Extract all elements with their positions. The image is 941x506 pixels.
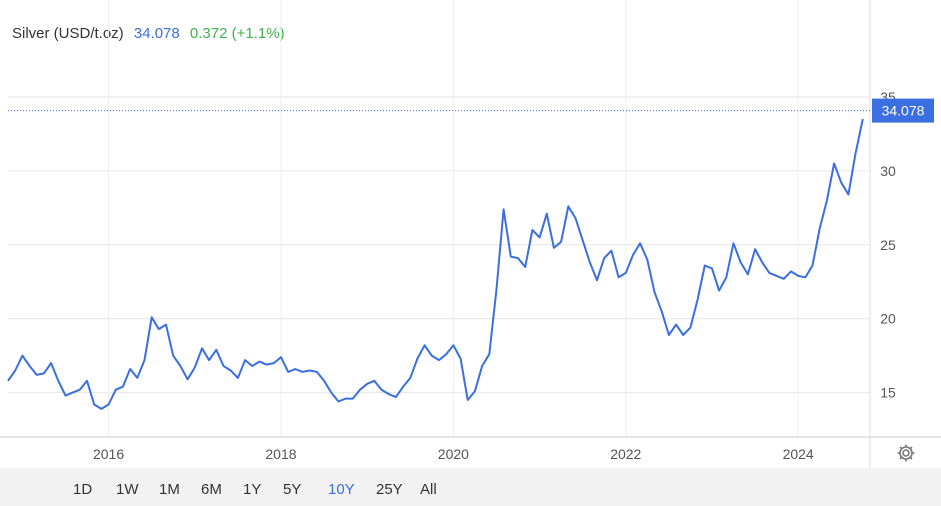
range-selector-bar xyxy=(0,468,941,506)
y-tick-label: 25 xyxy=(880,237,896,253)
current-price-tag-label: 34.078 xyxy=(882,103,925,119)
range-button-1d[interactable]: 1D xyxy=(73,481,93,498)
price-tag-layer: 34.078 xyxy=(8,98,934,123)
chart-header: Silver (USD/t.oz) 34.078 0.372 (+1.1%) xyxy=(12,25,291,42)
x-tick-label: 2020 xyxy=(438,446,469,462)
y-tick-label: 30 xyxy=(880,163,896,179)
current-price-tag xyxy=(872,98,934,123)
series-layer xyxy=(7,118,864,410)
range-button-6m[interactable]: 6M xyxy=(201,481,222,498)
x-axis: 2016 2018 2020 2022 2024 xyxy=(93,446,814,462)
range-button-1w[interactable]: 1W xyxy=(116,481,139,498)
chart-grid xyxy=(0,0,941,468)
x-tick-label: 2022 xyxy=(610,446,641,462)
range-button-1y[interactable]: 1Y xyxy=(243,481,262,498)
range-button-1m[interactable]: 1M xyxy=(159,481,180,498)
gear-icon[interactable] xyxy=(896,443,916,468)
range-button-all[interactable]: All xyxy=(420,481,437,498)
x-tick-label: 2018 xyxy=(265,446,296,462)
x-tick-label: 2016 xyxy=(93,446,124,462)
instrument-title: Silver (USD/t.oz) xyxy=(12,25,124,42)
y-tick-label: 15 xyxy=(880,385,896,401)
range-button-5y[interactable]: 5Y xyxy=(283,481,302,498)
x-tick-label: 2024 xyxy=(783,446,814,462)
series-line xyxy=(7,118,864,410)
range-button-25y[interactable]: 25Y xyxy=(376,481,403,498)
y-tick-label: 20 xyxy=(880,311,896,327)
price-change: 0.372 (+1.1%) xyxy=(189,25,285,42)
current-price: 34.078 xyxy=(133,25,180,42)
range-button-10y[interactable]: 10Y xyxy=(328,481,355,498)
